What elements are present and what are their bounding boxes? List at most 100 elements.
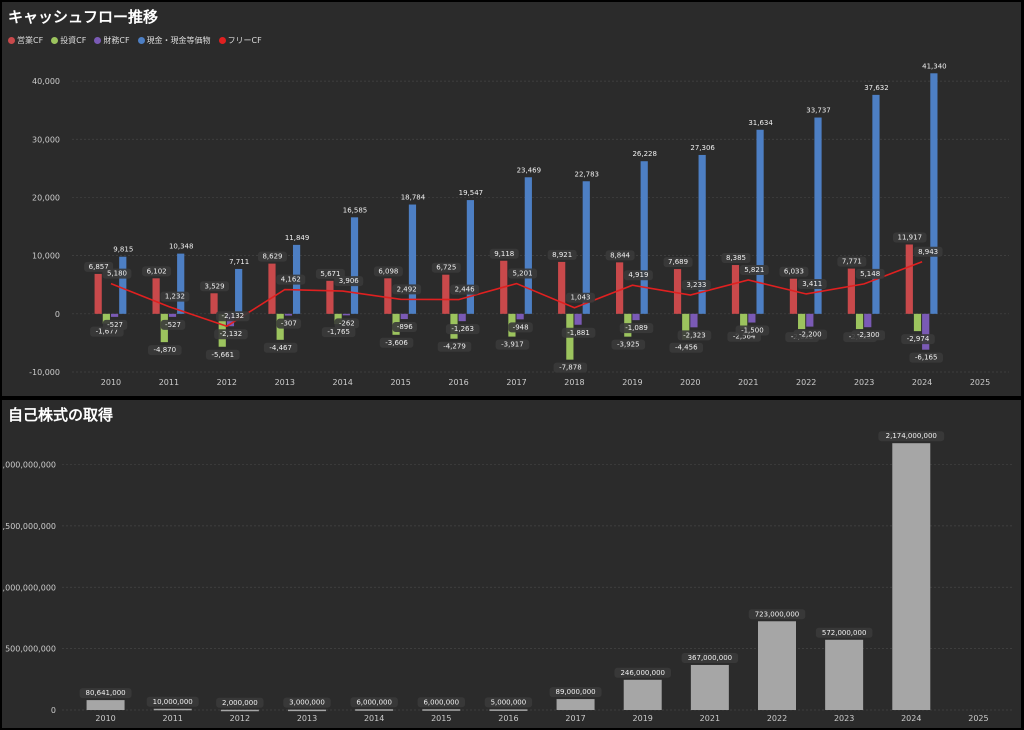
bar-営業CF (268, 263, 276, 314)
y-tick-label: 0 (55, 310, 60, 319)
data-label-bg (373, 266, 403, 277)
data-label: 6,857 (89, 263, 109, 271)
data-label-bg (379, 337, 414, 348)
bar-営業CF (905, 244, 913, 314)
bar-現金・現金等価物 (466, 200, 474, 314)
x-tick-label: 2016 (448, 378, 468, 387)
data-label: 11,849 (285, 234, 310, 242)
bar-現金・現金等価物 (235, 268, 243, 314)
data-label-bg (417, 697, 465, 708)
y-tick-label: 20,000 (32, 193, 60, 202)
x-tick-label: 2024 (912, 378, 932, 387)
data-label-bg (142, 266, 172, 277)
free-cf-label-bg (392, 284, 422, 295)
bar-現金・現金等価物 (582, 181, 590, 314)
x-tick-label: 2010 (95, 714, 115, 723)
x-tick-label: 2013 (275, 378, 295, 387)
bar-財務CF (284, 313, 292, 316)
data-label: 6,000,000 (423, 698, 459, 706)
data-label-bg (205, 349, 240, 360)
data-label: -1,500 (741, 327, 764, 335)
bar-営業CF (673, 269, 682, 314)
bar-財務CF (748, 313, 756, 323)
data-label: -2,132 (220, 330, 243, 338)
bar-営業CF (847, 268, 855, 314)
bar-財務CF (516, 313, 524, 320)
data-label-bg (214, 329, 248, 340)
data-label-bg (148, 345, 182, 356)
bar-投資CF (913, 313, 922, 332)
data-label: -4,870 (154, 346, 177, 354)
data-label: 37,632 (864, 84, 889, 92)
bar-投資CF (855, 313, 864, 330)
x-tick-label: 2016 (498, 714, 518, 723)
data-label: -4,456 (675, 344, 698, 352)
bar-現金・現金等価物 (640, 161, 648, 314)
x-tick-label: 2022 (796, 378, 816, 387)
data-label-bg (79, 688, 132, 699)
x-tick-label: 2023 (834, 714, 854, 723)
bar-現金・現金等価物 (814, 117, 822, 314)
legend-item: 現金・現金等価物 (137, 35, 211, 46)
data-label-bg (392, 322, 417, 333)
data-label-bg (878, 431, 945, 442)
data-label-bg (102, 319, 128, 330)
data-label: -4,279 (443, 343, 466, 351)
bar-営業CF (94, 273, 102, 314)
data-label-bg (851, 330, 886, 341)
data-label: -6,165 (915, 354, 938, 362)
data-label: -3,606 (385, 339, 408, 347)
data-label-bg (663, 257, 693, 268)
bar-現金・現金等価物 (408, 204, 417, 314)
bar-営業CF (731, 265, 740, 314)
data-label: 246,000,000 (620, 669, 665, 677)
data-label: 3,000,000 (289, 699, 325, 707)
data-label: 367,000,000 (688, 654, 733, 662)
data-label: -4,467 (269, 344, 292, 352)
data-label-bg (721, 253, 751, 264)
bar-treasury-stock (825, 639, 864, 710)
data-label: 723,000,000 (755, 610, 800, 618)
data-label: 11,917 (898, 233, 923, 241)
bar-営業CF (442, 274, 450, 314)
bar-営業CF (210, 293, 218, 314)
data-label: 80,641,000 (86, 689, 126, 697)
free-cf-label: 4,919 (628, 271, 648, 279)
x-tick-label: 2024 (901, 714, 921, 723)
x-tick-label: 2012 (230, 714, 250, 723)
y-tick-label: 10,000 (32, 252, 60, 261)
data-label: 19,547 (459, 189, 484, 197)
data-label: 26,228 (632, 150, 657, 158)
free-cf-label-bg (508, 268, 538, 279)
legend-swatch (94, 37, 102, 44)
data-label-bg (793, 329, 828, 340)
data-label: 23,469 (517, 166, 542, 174)
free-cf-label: 1,232 (165, 293, 185, 301)
bar-treasury-stock (220, 709, 259, 712)
data-label: 9,815 (113, 246, 133, 254)
bar-treasury-stock (892, 443, 931, 710)
data-label-bg (160, 319, 186, 330)
bar-投資CF (682, 313, 690, 340)
free-cf-label-bg (855, 268, 885, 279)
free-cf-label-bg (276, 274, 306, 285)
x-tick-label: 2012 (217, 378, 237, 387)
bar-treasury-stock (690, 664, 729, 710)
data-label-bg (837, 256, 867, 267)
free-cf-label: 1,043 (570, 294, 590, 302)
bar-treasury-stock (623, 679, 662, 710)
data-label: -2,200 (799, 331, 822, 339)
data-label: -1,677 (96, 328, 119, 336)
data-label: -3,925 (617, 341, 640, 349)
x-tick-label: 2022 (767, 714, 787, 723)
x-tick-label: 2023 (854, 378, 874, 387)
free-cf-label-bg (102, 268, 132, 279)
bar-営業CF (789, 278, 798, 314)
data-label-bg (892, 232, 927, 243)
data-label-bg (669, 342, 704, 353)
y-tick-label: 30,000 (32, 135, 60, 144)
data-label: 8,629 (262, 253, 282, 261)
data-label: 6,033 (784, 268, 804, 276)
bar-現金・現金等価物 (930, 73, 938, 314)
data-label-bg (735, 325, 770, 336)
